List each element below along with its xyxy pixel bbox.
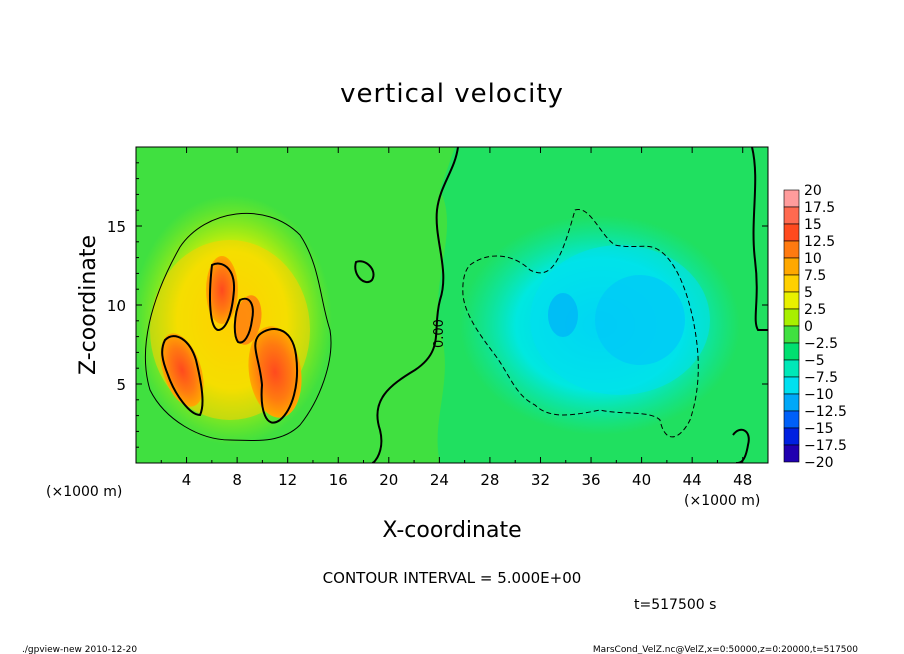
colorbar-label: 20 — [804, 183, 822, 199]
colorbar-swatch — [783, 223, 800, 242]
contour-line — [732, 428, 750, 463]
x-tick-label: 12 — [278, 471, 297, 489]
contour-line — [254, 328, 298, 424]
colorbar-swatch — [783, 376, 800, 395]
y-axis: 5 10 15 — [107, 162, 768, 448]
x-axis: 4 8 12 16 20 24 28 32 36 40 44 48 — [160, 147, 752, 489]
colorbar-swatch — [783, 427, 800, 446]
footer-right: MarsCond_VelZ.nc@VelZ,x=0:50000,z=0:2000… — [593, 645, 858, 654]
y-axis-label: Z-coordinate — [76, 235, 101, 375]
colorbar-swatch — [783, 325, 800, 344]
x-unit-left: (×1000 m) — [46, 484, 122, 500]
colorbar-label: 17.5 — [804, 200, 835, 216]
contour-interval-text: CONTOUR INTERVAL = 5.000E+00 — [323, 569, 582, 587]
x-tick-label: 28 — [480, 471, 499, 489]
colorbar-swatch — [783, 274, 800, 293]
colorbar-label: 5 — [804, 285, 813, 301]
footer-left: ./gpview-new 2010-12-20 — [22, 645, 137, 654]
colorbar-swatch — [783, 240, 800, 259]
y-tick-label: 15 — [107, 218, 126, 236]
y-tick-label: 10 — [107, 297, 126, 315]
colorbar-label: −15 — [804, 421, 834, 437]
contour-line — [354, 260, 375, 283]
x-tick-label: 4 — [182, 471, 192, 489]
colorbar-swatch — [783, 257, 800, 276]
colorbar-label: −17.5 — [804, 438, 847, 454]
colorbar: 2017.51512.5107.552.50−2.5−5−7.5−10−12.5… — [783, 183, 847, 471]
x-tick-label: 32 — [531, 471, 550, 489]
colorbar-label: −10 — [804, 387, 834, 403]
contour-line — [144, 213, 332, 442]
colorbar-swatch — [783, 206, 800, 225]
colorbar-label: 15 — [804, 217, 822, 233]
colorbar-swatch — [783, 189, 800, 208]
x-tick-label: 36 — [581, 471, 600, 489]
colorbar-label: −7.5 — [804, 370, 838, 386]
plot-area: 0.00 — [136, 147, 768, 463]
x-tick-label: 20 — [379, 471, 398, 489]
time-text: t=517500 s — [634, 597, 716, 613]
x-tick-label: 44 — [683, 471, 702, 489]
contour-line — [161, 335, 204, 417]
colorbar-swatch — [783, 410, 800, 429]
contour-label: 0.00 — [432, 319, 447, 348]
x-tick-label: 40 — [632, 471, 651, 489]
x-axis-label: X-coordinate — [382, 518, 521, 543]
colorbar-swatch — [783, 393, 800, 412]
colorbar-label: −2.5 — [804, 336, 838, 352]
zero-contour-line — [371, 147, 459, 463]
contour-line — [233, 297, 254, 344]
colorbar-swatch — [783, 444, 800, 463]
colorbar-swatch — [783, 308, 800, 327]
colorbar-swatch — [783, 359, 800, 378]
colorbar-swatch — [783, 291, 800, 310]
colorbar-label: 7.5 — [804, 268, 826, 284]
contour-line-negative — [462, 209, 699, 438]
chart-title: vertical velocity — [340, 79, 564, 109]
contour-line — [209, 262, 236, 332]
x-unit-right: (×1000 m) — [684, 493, 760, 509]
colorbar-label: −20 — [804, 455, 834, 471]
x-tick-label: 24 — [430, 471, 449, 489]
x-tick-label: 16 — [329, 471, 348, 489]
colorbar-label: 0 — [804, 319, 813, 335]
colorbar-label: 12.5 — [804, 234, 835, 250]
colorbar-swatch — [783, 342, 800, 361]
colorbar-label: 2.5 — [804, 302, 826, 318]
colorbar-label: −5 — [804, 353, 825, 369]
updraft-core-2 — [206, 256, 238, 324]
x-tick-label: 48 — [733, 471, 752, 489]
x-tick-label: 8 — [232, 471, 242, 489]
contour-line — [751, 147, 768, 331]
y-tick-label: 5 — [116, 376, 126, 394]
colorbar-label: 10 — [804, 251, 822, 267]
colorbar-label: −12.5 — [804, 404, 847, 420]
